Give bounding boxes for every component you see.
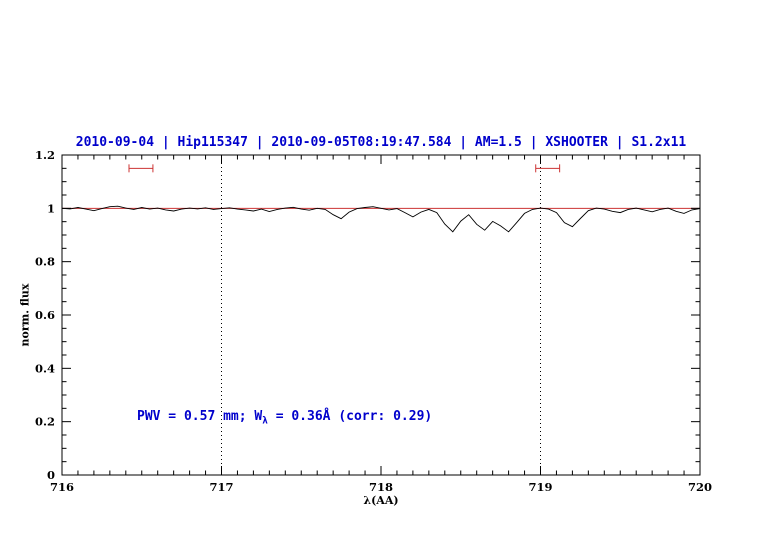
- spectrum-line: [61, 205, 701, 233]
- y-axis-label: norm. flux: [18, 283, 32, 347]
- x-tick-label: 719: [528, 480, 552, 494]
- x-axis-label: λ(AA): [363, 494, 399, 507]
- y-tick-label: 1: [47, 201, 55, 215]
- pwv-annotation: PWV = 0.57 mm; Wλ = 0.36Å (corr: 0.29): [137, 409, 432, 427]
- y-tick-label: 1.2: [35, 148, 55, 162]
- y-tick-label: 0.2: [35, 415, 55, 429]
- plot-title: 2010-09-04 | Hip115347 | 2010-09-05T08:1…: [75, 135, 687, 150]
- plot-frame: [61, 154, 701, 476]
- pwv-annotation-sub: λ: [262, 415, 268, 427]
- x-tick-label: 720: [688, 480, 712, 494]
- x-tick-label: 717: [209, 480, 233, 494]
- x-tick-label: 718: [369, 480, 393, 494]
- y-tick-label: 0.4: [35, 361, 55, 375]
- x-tick-label: 716: [50, 480, 74, 494]
- y-tick-label: 0: [47, 468, 55, 482]
- y-tick-label: 0.6: [35, 308, 55, 322]
- y-tick-label: 0.8: [35, 255, 55, 269]
- pwv-annotation-post: = 0.36Å (corr: 0.29): [267, 409, 433, 424]
- pwv-annotation-pre: PWV = 0.57 mm; W: [137, 409, 263, 424]
